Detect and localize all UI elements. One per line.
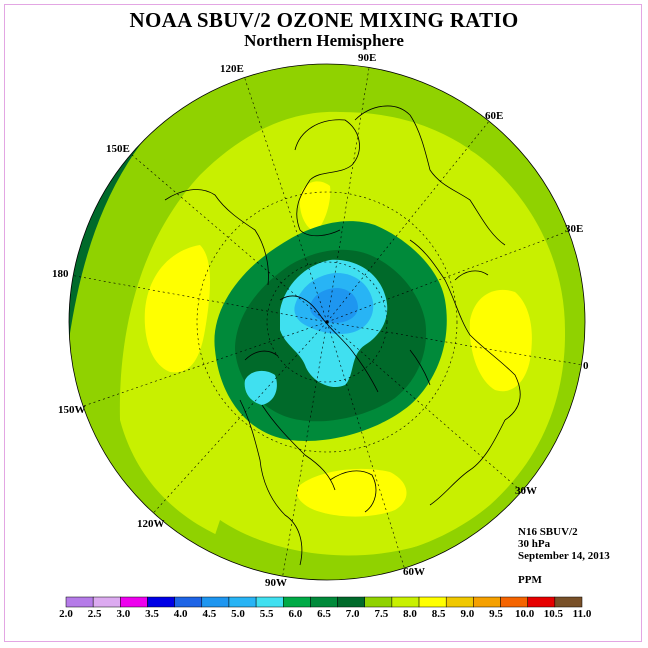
lon-label-0: 0 [583,360,589,372]
yellow-top-patch [299,181,331,232]
colorbar-swatch [391,596,420,608]
lon-label-90w: 90W [265,577,287,589]
yellow-left-patch [144,245,210,373]
coastlines [164,105,521,566]
colorbar-tick-label: 11.0 [572,608,592,620]
colorbar-swatch [283,596,311,608]
colorbar-swatch [147,596,175,608]
graticule [69,64,584,580]
colorbar-swatch [92,596,121,608]
colorbar-swatch [418,596,447,608]
lon-label-30w: 30W [515,485,537,497]
yellow-right-patch [469,289,532,392]
colorbar-tick-label: 9.0 [460,608,475,620]
colorbar-swatch [473,596,501,608]
colorbar-tick-label: 6.5 [317,608,331,620]
colorbar-tick-label: 5.0 [231,608,245,620]
colorbar-swatch [255,596,284,608]
colorbar-tick-label: 10.0 [515,608,535,620]
colorbar-swatch [65,596,94,608]
colorbar-tick-label: 8.0 [403,608,417,620]
instrument-label: N16 SBUV/2 [518,526,578,538]
colorbar-swatch [310,596,338,608]
colorbar-swatch [120,596,148,608]
figure-title: NOAA SBUV/2 OZONE MIXING RATIO [129,8,519,32]
colorbar-tick-label: 2.5 [87,608,102,620]
units-label: PPM [518,574,542,586]
colorbar-tick-label: 3.5 [145,608,159,620]
date-label: September 14, 2013 [518,550,610,562]
edge-band-inner [92,85,455,400]
colorbar-swatch [364,596,393,608]
colorbar-swatch [174,596,203,608]
lon-label-60w: 60W [403,566,425,578]
lon-label-150w: 150W [58,404,86,416]
figure-frame [4,4,642,642]
colorbar-tick-label: 9.5 [489,608,503,620]
pressure-level-label: 30 hPa [518,538,551,550]
colorbar-swatch [228,596,257,608]
lon-label-120e: 120E [220,63,244,75]
colorbar-tick-label: 2.0 [59,608,73,620]
yellow-lower-patch [296,468,407,517]
colorbar-swatch [500,596,528,608]
figure-subtitle: Northern Hemisphere [244,31,404,50]
lon-label-180: 180 [52,268,69,280]
map-disc-outline [68,63,586,581]
colorbar-swatch [337,596,365,608]
colorbar-tick-label: 3.0 [116,608,131,620]
colorbar-swatch [527,596,556,608]
lon-label-120w: 120W [137,518,165,530]
colorbar-swatch [554,596,583,608]
lon-label-60e: 60E [485,110,504,122]
colorbar-tick-label: 4.5 [202,608,217,620]
lon-label-90e: 90E [358,52,377,64]
colorbar-tick-label: 7.5 [374,608,389,620]
colorbar-tick-label: 10.5 [543,608,563,620]
colorbar-tick-label: 5.5 [259,608,274,620]
colorbar-tick-label: 8.5 [431,608,446,620]
cyan-left-patch [244,370,277,405]
colorbar-swatch [445,596,474,608]
lon-label-30e: 30E [565,223,584,235]
blue-vortex-core [309,288,358,323]
colorbar-tick-label: 6.0 [288,608,303,620]
colorbar-tick-label: 7.0 [345,608,360,620]
colorbar-swatch [201,596,230,608]
colorbar-tick-label: 4.0 [173,608,188,620]
lon-label-150e: 150E [106,143,130,155]
